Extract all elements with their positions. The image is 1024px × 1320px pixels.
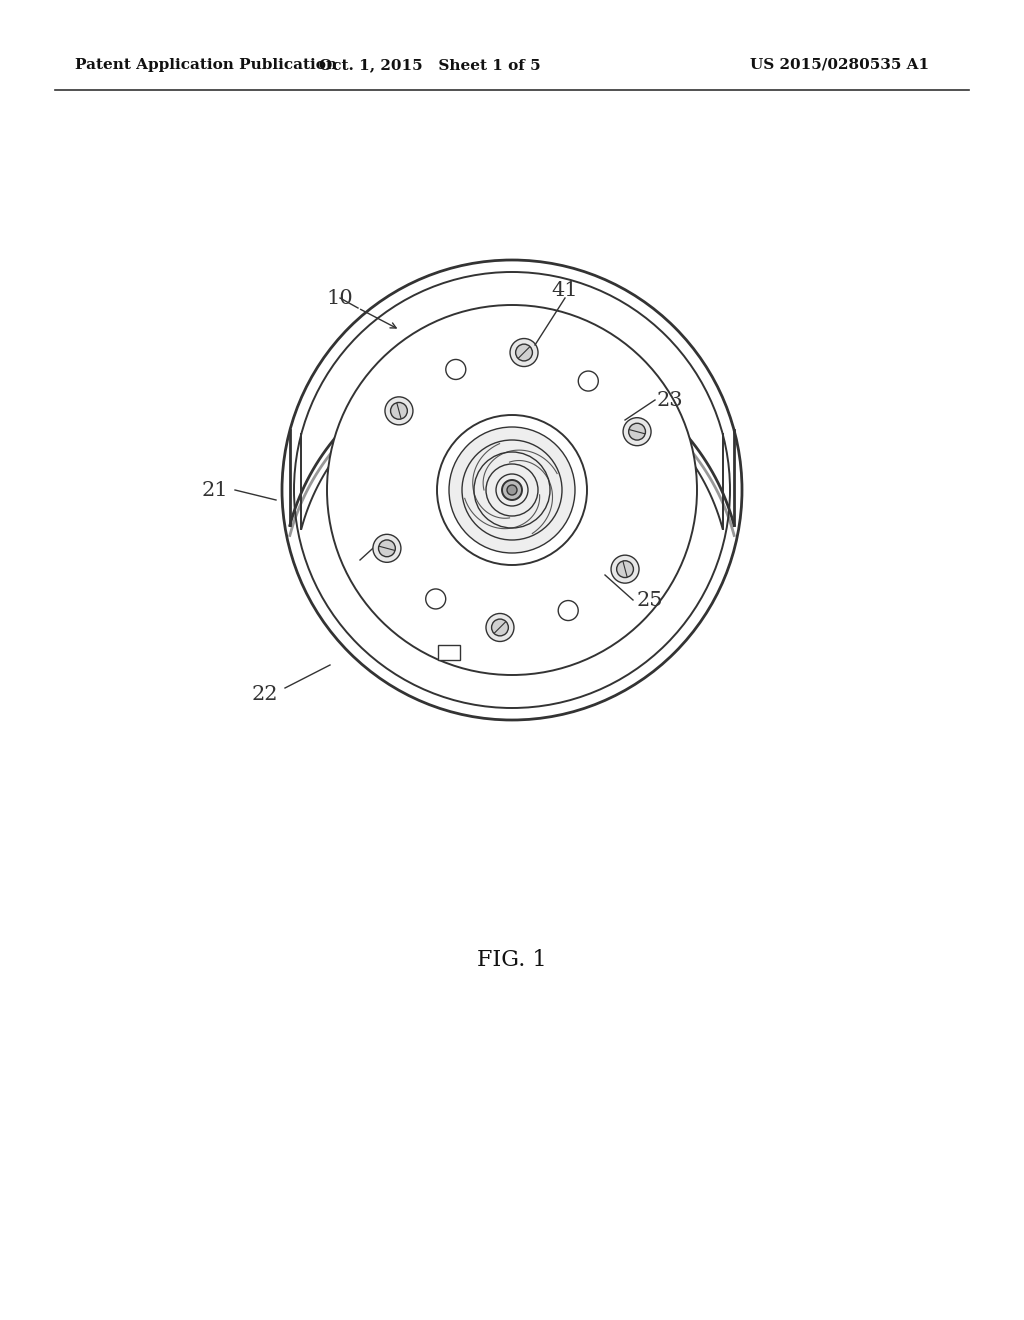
Text: 10: 10 (327, 289, 353, 308)
Circle shape (373, 535, 401, 562)
Text: FIG. 1: FIG. 1 (477, 949, 547, 972)
Circle shape (510, 338, 538, 367)
Text: 41: 41 (552, 281, 579, 300)
Bar (438, 645, 460, 660)
Circle shape (629, 424, 645, 440)
Text: US 2015/0280535 A1: US 2015/0280535 A1 (750, 58, 929, 73)
Text: 23: 23 (656, 391, 683, 409)
Circle shape (623, 417, 651, 446)
Circle shape (327, 305, 697, 675)
Text: 25: 25 (637, 590, 664, 610)
Circle shape (496, 474, 528, 506)
Circle shape (611, 556, 639, 583)
Circle shape (486, 465, 538, 516)
Text: 21: 21 (202, 480, 228, 499)
Text: Patent Application Publication: Patent Application Publication (75, 58, 337, 73)
Circle shape (486, 614, 514, 642)
Text: Oct. 1, 2015   Sheet 1 of 5: Oct. 1, 2015 Sheet 1 of 5 (319, 58, 541, 73)
Circle shape (558, 601, 579, 620)
Circle shape (507, 484, 517, 495)
Circle shape (385, 397, 413, 425)
Circle shape (516, 345, 532, 360)
Circle shape (445, 359, 466, 379)
Circle shape (282, 260, 742, 719)
Circle shape (502, 480, 522, 500)
Circle shape (462, 440, 562, 540)
Circle shape (437, 414, 587, 565)
Circle shape (616, 561, 634, 578)
Circle shape (426, 589, 445, 609)
Circle shape (474, 451, 550, 528)
Text: 22: 22 (252, 685, 279, 705)
Circle shape (492, 619, 508, 636)
Circle shape (379, 540, 395, 557)
Circle shape (579, 371, 598, 391)
Circle shape (449, 426, 575, 553)
Circle shape (390, 403, 408, 420)
